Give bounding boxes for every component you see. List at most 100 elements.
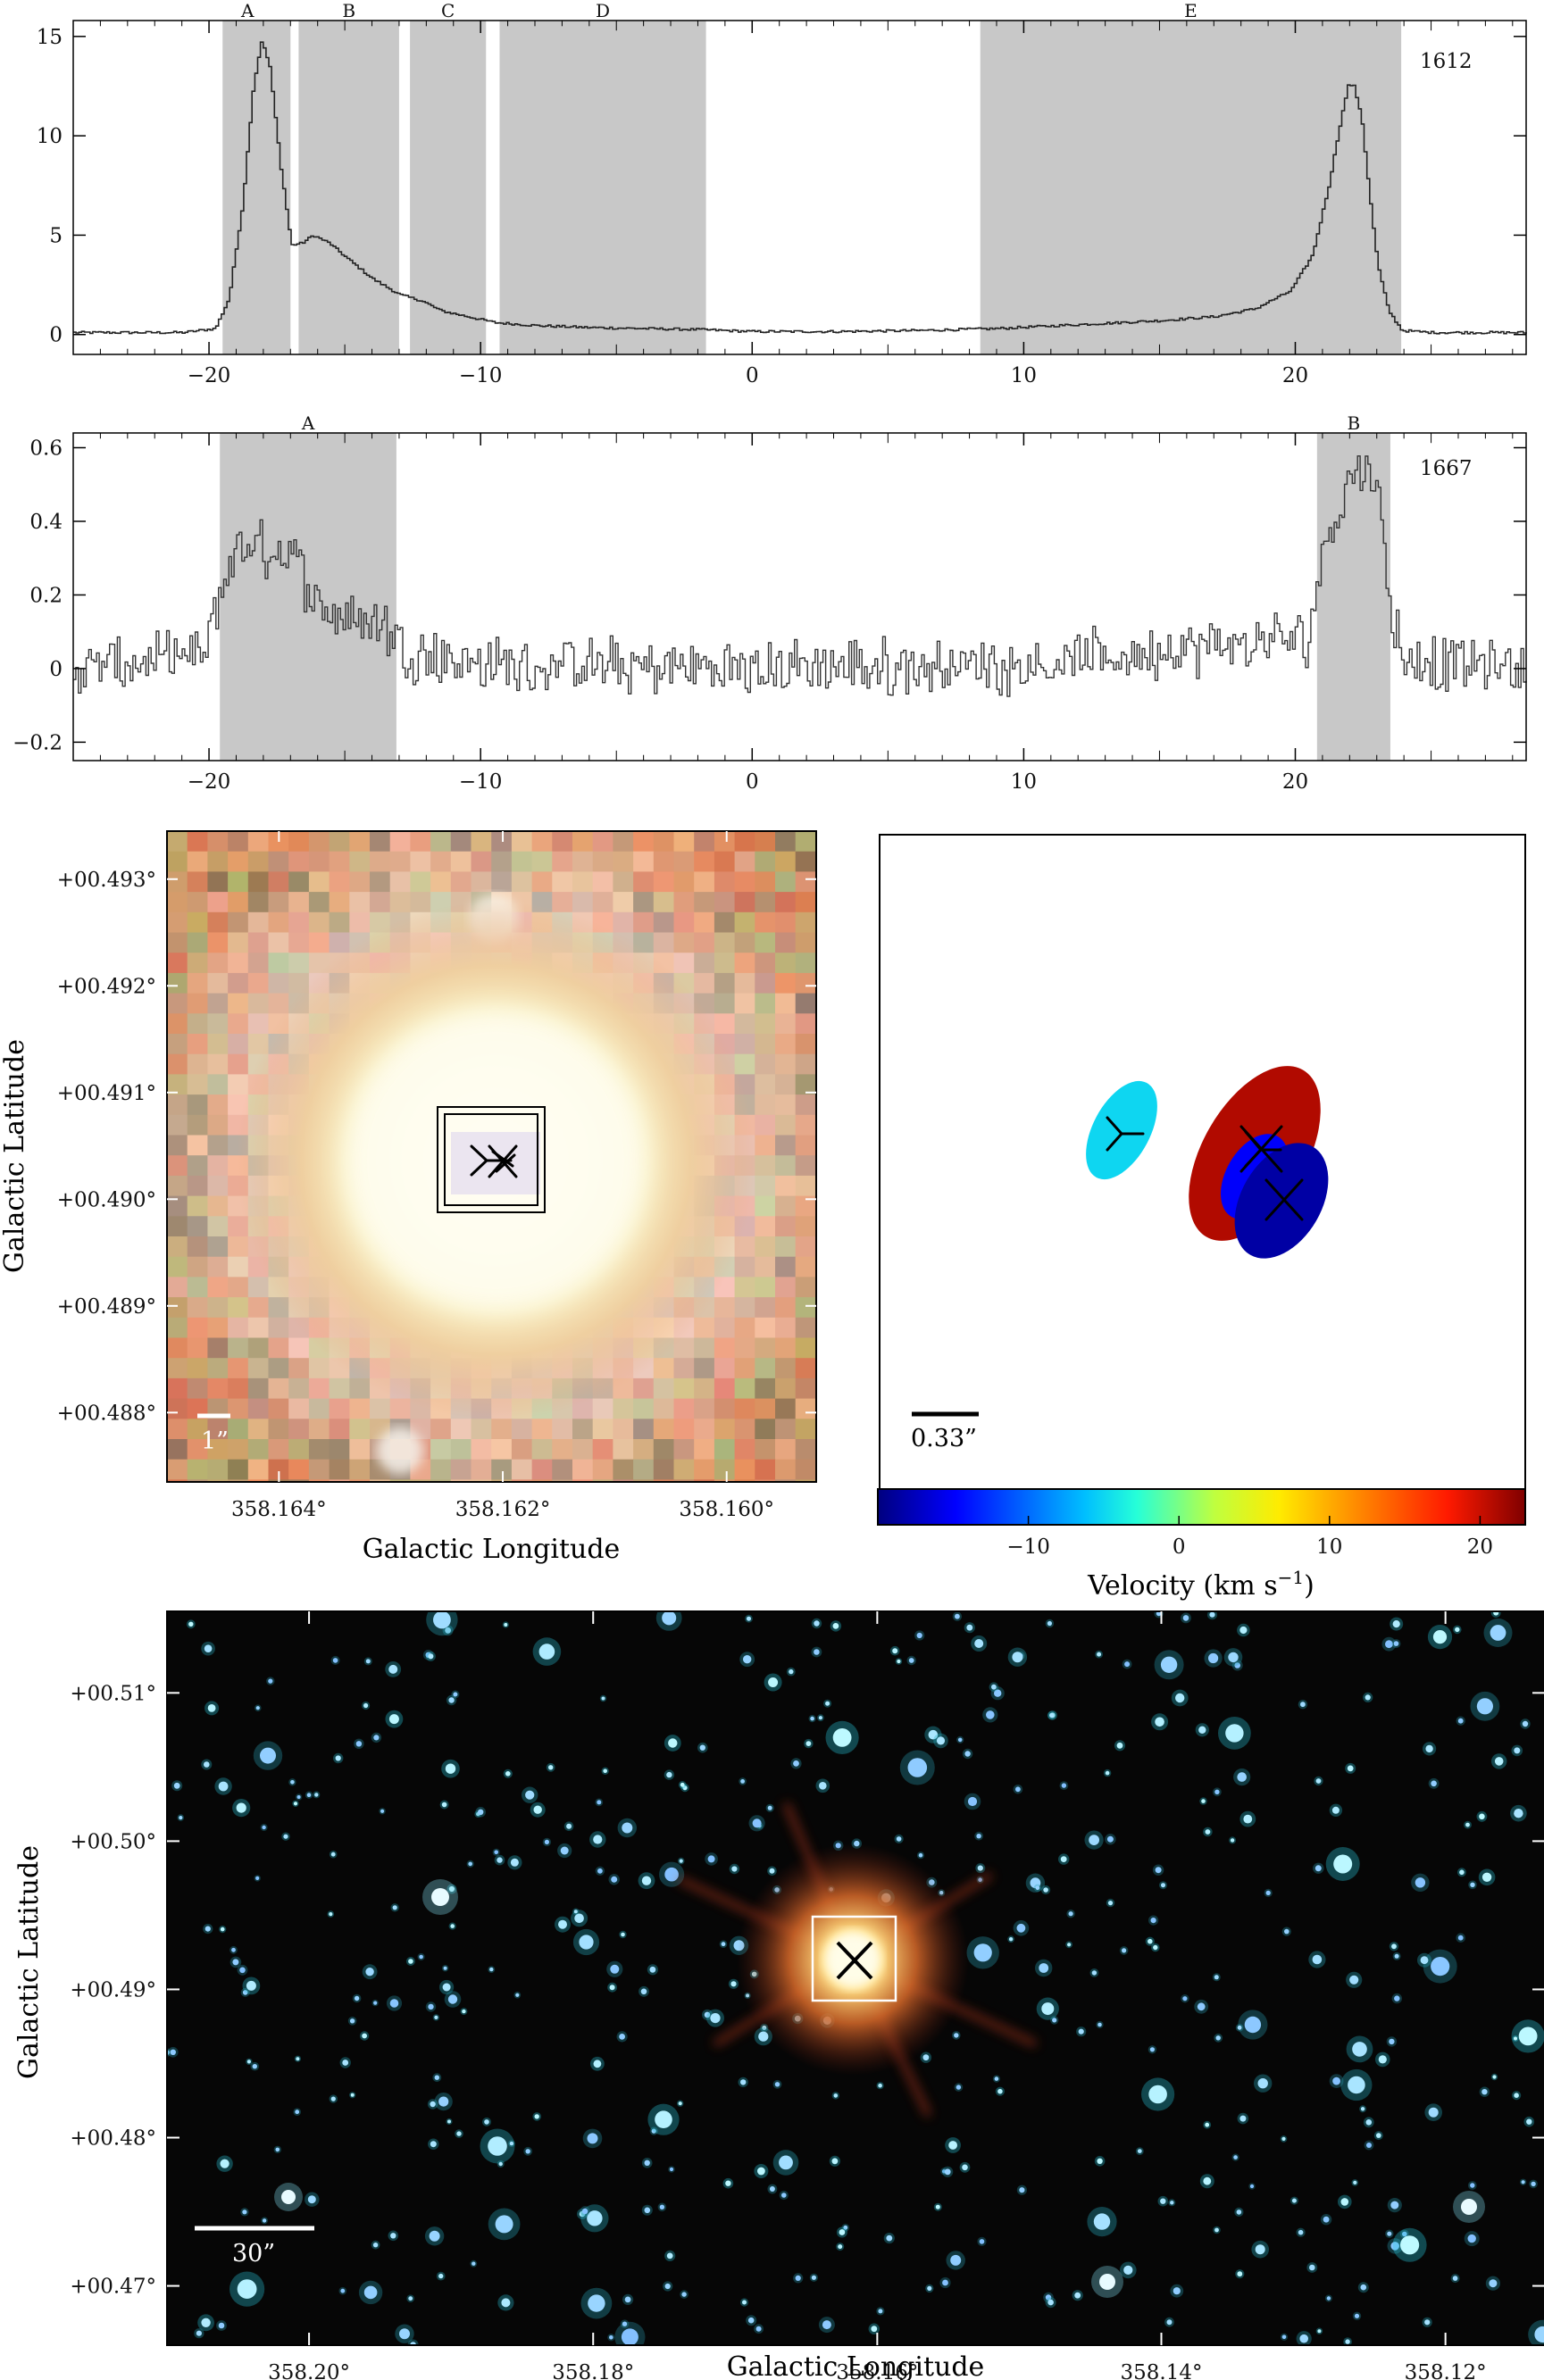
image-pixel (288, 911, 310, 934)
image-pixel (308, 831, 330, 853)
image-pixel (167, 1439, 188, 1460)
image-pixel (187, 1195, 208, 1217)
star (819, 1782, 827, 1790)
star (1249, 2184, 1255, 2189)
star (290, 1780, 295, 1785)
x-tick-label: 20 (1282, 770, 1308, 794)
star (655, 2110, 672, 2128)
star (742, 2300, 747, 2305)
image-pixel (714, 1297, 736, 1319)
star (793, 1760, 799, 1767)
image-pixel (228, 1419, 249, 1440)
star (1281, 2334, 1287, 2340)
star (1030, 1877, 1041, 1889)
y-tick-label: +00.491° (57, 1082, 156, 1105)
star (769, 1868, 775, 1874)
y-tick-label: +00.488° (57, 1402, 156, 1425)
image-pixel (755, 1337, 776, 1359)
image-pixel (308, 1398, 330, 1419)
image-pixel (592, 851, 613, 872)
image-pixel (288, 1398, 310, 1419)
star (1518, 2026, 1538, 2046)
image-pixel (734, 1317, 755, 1339)
image-pixel (734, 1034, 755, 1055)
image-pixel (734, 1377, 755, 1400)
image-pixel (268, 851, 289, 872)
image-pixel (815, 1459, 816, 1480)
star (573, 1910, 578, 1914)
image-pixel (247, 1358, 270, 1379)
image-pixel (653, 1358, 675, 1379)
star (433, 1611, 451, 1629)
star (1467, 2234, 1476, 2243)
star (1481, 2089, 1488, 2095)
image-pixel (592, 892, 613, 913)
star (896, 1836, 902, 1842)
star (434, 2075, 439, 2080)
image-pixel (167, 1155, 188, 1177)
image-pixel (410, 851, 431, 872)
image-pixel (572, 871, 594, 893)
image-pixel (815, 1277, 816, 1298)
star (392, 1905, 397, 1910)
spectrum-line-1667 (73, 455, 1527, 697)
image-pixel (734, 1439, 755, 1460)
image-pixel (511, 1479, 533, 1482)
image-pixel (755, 1236, 776, 1258)
image-pixel (775, 871, 797, 893)
star (1035, 1885, 1040, 1891)
image-pixel (755, 1297, 776, 1319)
image-pixel (187, 1175, 208, 1197)
band-label: A (301, 412, 315, 434)
star (281, 2190, 296, 2204)
star (1265, 1890, 1271, 1895)
y-marker-icon (1106, 1116, 1145, 1152)
star (1514, 2036, 1517, 2041)
star (456, 2131, 462, 2136)
image-pixel (207, 831, 229, 853)
image-pixel (775, 1479, 797, 1482)
star (832, 1728, 852, 1747)
y-axis-1612: 0 5 10 15 (37, 26, 1526, 347)
star (1526, 2118, 1532, 2125)
image-pixel (633, 851, 655, 872)
star (443, 1966, 447, 1970)
y-tick-label: +00.493° (57, 869, 156, 892)
y-tick-label: +00.47° (70, 2276, 156, 2299)
image-pixel (167, 1195, 188, 1217)
image-pixel (592, 1398, 613, 1419)
image-pixel (247, 993, 270, 1014)
image-pixel (329, 932, 350, 953)
image-pixel (734, 1419, 755, 1440)
image-pixel (167, 1419, 188, 1440)
star (581, 2208, 588, 2215)
colorbar-tick-label: 20 (1467, 1535, 1493, 1559)
image-pixel (207, 1094, 229, 1116)
star (558, 1919, 567, 1929)
star (1237, 2271, 1243, 2277)
image-pixel (755, 1013, 776, 1035)
image-pixel (167, 932, 188, 953)
image-pixel (228, 1479, 249, 1482)
image-pixel (714, 932, 736, 953)
image-pixel (187, 932, 208, 953)
star (707, 1855, 715, 1863)
image-pixel (187, 1094, 208, 1116)
image-pixel (653, 1419, 675, 1440)
star (907, 1758, 928, 1777)
image-pixel (511, 871, 533, 893)
star (1209, 1611, 1215, 1618)
star (510, 1858, 519, 1867)
star (918, 1852, 923, 1858)
star (1124, 1661, 1131, 1668)
band-labels-1612: A B C D E (240, 0, 1198, 21)
star (1431, 1957, 1450, 1976)
image-pixel (511, 1459, 533, 1480)
star (196, 2330, 202, 2336)
star (1521, 2180, 1525, 2184)
image-pixel (228, 1053, 249, 1075)
image-pixel (755, 1074, 776, 1095)
image-pixel (247, 1013, 270, 1035)
image-pixel (247, 1398, 270, 1419)
